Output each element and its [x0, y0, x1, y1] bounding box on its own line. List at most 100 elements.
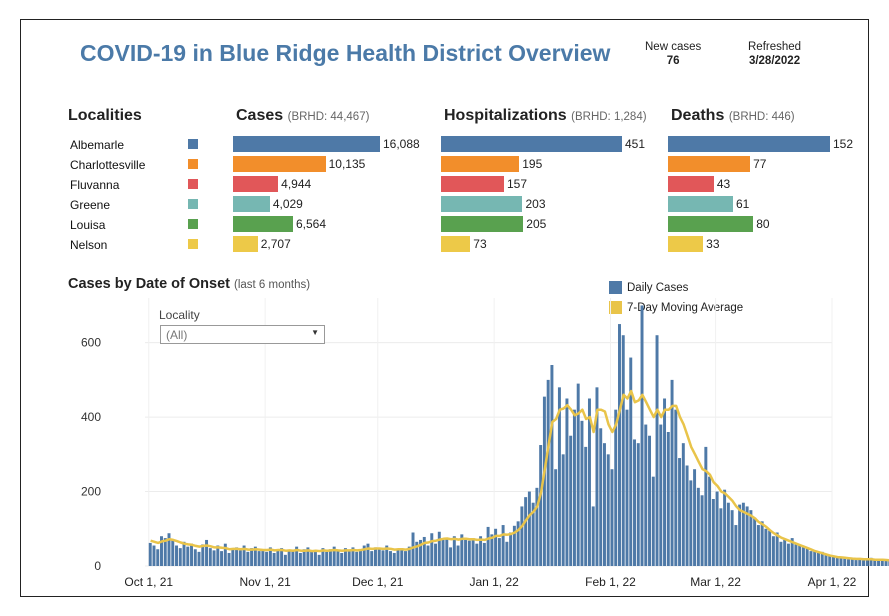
hospitalizations-bar-louisa[interactable]	[441, 216, 524, 232]
kpi-new-cases-label: New cases	[645, 41, 702, 53]
daily-cases-bar	[569, 435, 573, 566]
daily-cases-bar	[426, 545, 430, 566]
locality-name-greene: Greene	[70, 198, 111, 212]
daily-cases-bar	[704, 446, 708, 566]
deaths-bar-greene[interactable]	[668, 196, 733, 212]
daily-cases-bar	[381, 550, 385, 566]
deaths-bar-albemarle[interactable]	[668, 136, 830, 152]
daily-cases-bar	[197, 551, 201, 566]
daily-cases-bar	[385, 545, 389, 566]
cases-bar-albemarle[interactable]	[233, 136, 380, 152]
cases-bar-fluvanna[interactable]	[233, 176, 279, 192]
daily-cases-bar	[362, 545, 366, 566]
daily-cases-bar	[313, 550, 317, 566]
daily-cases-bar	[587, 398, 591, 566]
daily-cases-bar	[865, 559, 869, 566]
daily-cases-bar	[268, 547, 272, 566]
x-tick-label: Dec 1, 21	[352, 575, 404, 589]
cases-header-sub: (BRHD: 44,467)	[287, 111, 370, 123]
y-tick-label: 400	[81, 410, 101, 424]
daily-cases-bar	[531, 502, 535, 566]
daily-cases-bar	[651, 476, 655, 566]
daily-cases-bar	[584, 446, 588, 566]
locality-swatch-nelson	[188, 239, 198, 249]
daily-cases-bar	[261, 549, 265, 566]
cases-bar-charlottesville[interactable]	[233, 156, 326, 172]
daily-cases-bar	[460, 534, 464, 566]
cases-bar-nelson[interactable]	[233, 236, 258, 252]
daily-cases-bar	[175, 545, 178, 566]
daily-cases-bar	[572, 409, 576, 566]
daily-cases-bar	[591, 506, 595, 566]
daily-cases-bar	[494, 528, 498, 566]
daily-cases-bar	[321, 548, 325, 566]
deaths-value-nelson: 33	[706, 237, 720, 251]
hospitalizations-bar-nelson[interactable]	[441, 236, 471, 252]
daily-cases-bar	[250, 548, 254, 566]
daily-cases-bar	[835, 557, 839, 566]
locality-name-fluvanna: Fluvanna	[70, 178, 120, 192]
daily-cases-bar	[160, 536, 163, 566]
hospitalizations-bar-greene[interactable]	[441, 196, 523, 212]
daily-cases-bar	[813, 550, 817, 566]
daily-cases-bar	[636, 443, 640, 566]
hospitalizations-bar-charlottesville[interactable]	[441, 156, 520, 172]
locality-swatch-louisa	[188, 219, 198, 229]
daily-cases-bar	[167, 533, 171, 566]
daily-cases-bar	[186, 546, 190, 566]
x-tick-label: Nov 1, 21	[239, 575, 291, 589]
daily-cases-bar	[389, 551, 392, 566]
hospitalizations-bar-fluvanna[interactable]	[441, 176, 504, 192]
daily-cases-bar	[415, 541, 419, 566]
deaths-header: Deaths (BRHD: 446)	[671, 107, 795, 125]
locality-swatch-albemarle	[188, 139, 198, 149]
daily-cases-bar	[524, 497, 528, 566]
daily-cases-bar	[693, 469, 697, 566]
deaths-value-albemarle: 152	[833, 137, 854, 151]
daily-cases-bar	[794, 544, 798, 566]
daily-cases-bar	[771, 536, 775, 566]
daily-cases-bar	[464, 539, 468, 566]
hospitalizations-bar-albemarle[interactable]	[441, 136, 622, 152]
daily-cases-bar	[633, 439, 636, 566]
daily-cases-bar	[430, 533, 434, 566]
daily-cases-bar	[648, 435, 652, 566]
dashboard-frame	[20, 19, 869, 597]
daily-cases-bar	[441, 539, 445, 566]
deaths-bar-fluvanna[interactable]	[668, 176, 714, 192]
daily-cases-bar	[873, 560, 877, 566]
locality-filter-dropdown[interactable]: (All) ▼	[160, 325, 325, 344]
daily-cases-bar	[223, 543, 227, 566]
daily-cases-bar	[790, 538, 794, 566]
daily-cases-bar	[685, 465, 689, 566]
legend-moving-average-swatch	[609, 301, 622, 314]
deaths-value-greene: 61	[736, 197, 750, 211]
daily-cases-bar	[764, 528, 768, 566]
daily-cases-bar	[520, 506, 524, 566]
cases-bar-greene[interactable]	[233, 196, 270, 212]
daily-cases-bar	[212, 550, 216, 566]
hospitalizations-value-albemarle: 451	[625, 137, 646, 151]
cases-bar-louisa[interactable]	[233, 216, 293, 232]
daily-cases-bar	[618, 324, 621, 566]
daily-cases-bar	[869, 557, 873, 566]
daily-cases-bar	[445, 538, 449, 566]
daily-cases-bar	[358, 549, 362, 566]
daily-cases-bar	[336, 551, 340, 566]
cases-value-greene: 4,029	[272, 197, 303, 211]
daily-cases-bar	[205, 539, 209, 566]
deaths-bar-louisa[interactable]	[668, 216, 754, 232]
daily-cases-bar	[171, 539, 175, 566]
hospitalizations-value-charlottesville: 195	[522, 157, 543, 171]
daily-cases-bar	[644, 424, 648, 566]
page-title: COVID-19 in Blue Ridge Health District O…	[80, 40, 611, 66]
y-tick-label: 200	[81, 485, 101, 499]
daily-cases-bar	[854, 560, 858, 566]
x-tick-label: Oct 1, 21	[124, 575, 173, 589]
daily-cases-bar	[719, 508, 723, 566]
hospitalizations-value-greene: 203	[525, 197, 546, 211]
deaths-bar-nelson[interactable]	[668, 236, 704, 252]
daily-cases-bar	[400, 548, 404, 566]
deaths-bar-charlottesville[interactable]	[668, 156, 751, 172]
locality-name-nelson: Nelson	[70, 238, 108, 252]
